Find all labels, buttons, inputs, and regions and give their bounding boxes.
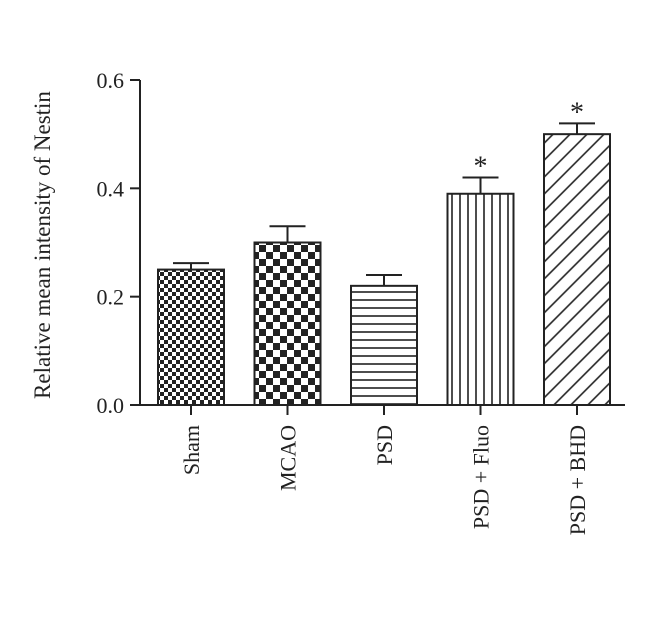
- bar-mcao: [253, 241, 322, 406]
- x-tick-label: PSD + Fluo: [469, 425, 494, 529]
- y-axis: 0.0 0.2 0.4 0.6: [97, 68, 141, 418]
- bar-psd-fluo: [446, 192, 515, 406]
- x-axis: Sham MCAO PSD PSD + Fluo PSD + BHD: [140, 404, 625, 535]
- x-tick-label: PSD + BHD: [565, 425, 590, 535]
- bar-psd-bhd: [543, 133, 611, 407]
- y-tick-label: 0.6: [97, 68, 125, 93]
- significance-marker: *: [474, 152, 488, 183]
- bar-psd: [350, 284, 418, 407]
- x-tick-label: PSD: [372, 425, 397, 465]
- y-tick-label: 0.0: [97, 393, 125, 418]
- y-tick-label: 0.4: [97, 176, 125, 201]
- y-axis-label: Relative mean intensity of Nestin: [30, 91, 55, 399]
- bars: **: [157, 97, 611, 407]
- bar-sham: [157, 268, 225, 407]
- x-tick-label: Sham: [179, 425, 204, 475]
- y-tick-label: 0.2: [97, 285, 125, 310]
- significance-marker: *: [570, 97, 584, 128]
- x-tick-label: MCAO: [276, 425, 301, 491]
